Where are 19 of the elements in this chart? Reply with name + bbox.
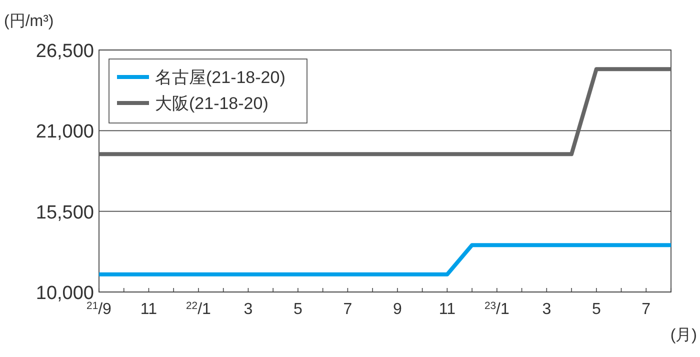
x-axis-title: (月) [670, 327, 697, 344]
x-tick-label: 9 [392, 301, 402, 318]
y-tick-label: 15,500 [36, 202, 94, 224]
x-tick-label: $^{21}$/9 [86, 300, 112, 318]
x-tick-label: 5 [592, 301, 601, 318]
x-tick-label: 11 [140, 301, 158, 318]
legend-label: 大阪(21-18-20) [155, 94, 268, 113]
y-tick-label: 21,000 [36, 122, 94, 143]
y-axis-title: (円/m³) [4, 13, 54, 30]
x-tick-label: $^{22}$/1 [186, 300, 212, 318]
x-tick-label: 5 [294, 301, 303, 318]
x-tick-label: 7 [343, 301, 352, 318]
x-tick-label: 7 [642, 301, 651, 318]
y-tick-label: 26,500 [36, 41, 94, 62]
x-tick-label: $^{23}$/1 [484, 300, 510, 318]
legend-label: 名古屋(21-18-20) [155, 68, 286, 87]
x-tick-label: 3 [244, 301, 253, 318]
x-tick-label: 11 [438, 301, 456, 318]
x-tick-label: 3 [542, 301, 552, 318]
